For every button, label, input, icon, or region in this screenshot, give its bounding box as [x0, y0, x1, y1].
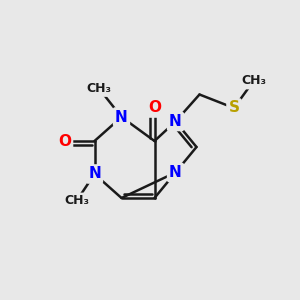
Text: CH₃: CH₃ [86, 82, 112, 95]
Text: S: S [229, 100, 239, 116]
Text: N: N [169, 114, 182, 129]
Text: N: N [88, 167, 101, 182]
Text: N: N [169, 165, 182, 180]
Text: O: O [58, 134, 71, 148]
Text: N: N [115, 110, 128, 124]
Text: CH₃: CH₃ [241, 74, 266, 88]
Text: O: O [148, 100, 161, 116]
Text: CH₃: CH₃ [64, 194, 89, 208]
